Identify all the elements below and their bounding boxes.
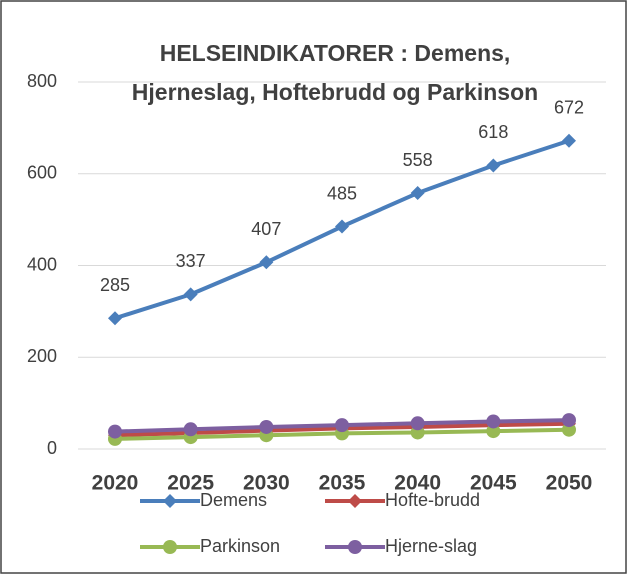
data-point [562, 422, 576, 437]
legend-label: Demens [200, 490, 267, 510]
x-tick-label: 2050 [546, 472, 593, 495]
legend-marker [163, 494, 177, 508]
legend-marker [348, 494, 362, 508]
legend-label: Parkinson [200, 536, 280, 556]
y-tick-label: 200 [27, 346, 57, 366]
y-tick-label: 400 [27, 254, 57, 274]
data-point [335, 219, 349, 234]
x-tick-label: 2025 [167, 472, 214, 495]
data-point [335, 418, 349, 433]
data-label: 672 [554, 97, 584, 117]
data-label: 337 [176, 251, 206, 271]
data-point [410, 416, 425, 431]
x-tick-label: 2040 [394, 472, 441, 495]
data-label: 485 [327, 183, 357, 203]
legend-marker [348, 540, 362, 554]
x-tick-label: 2035 [319, 472, 366, 495]
data-point [562, 133, 576, 148]
data-label: 285 [100, 275, 130, 295]
legend-label: Hofte-brudd [385, 490, 480, 510]
data-point [183, 287, 198, 302]
legend-marker [163, 540, 177, 554]
x-tick-label: 2030 [243, 472, 290, 495]
y-tick-label: 600 [27, 163, 57, 183]
legend-label: Hjerne-slag [385, 536, 477, 556]
data-point [562, 413, 576, 428]
data-point [183, 422, 198, 437]
data-label: 407 [251, 219, 281, 239]
data-label: 618 [478, 122, 508, 142]
y-tick-label: 0 [47, 438, 57, 458]
data-point [486, 414, 501, 429]
data-point [259, 255, 274, 270]
data-point [486, 424, 501, 439]
x-tick-label: 2020 [92, 472, 139, 495]
data-label: 558 [403, 150, 433, 170]
data-point [486, 158, 501, 173]
data-point [259, 419, 274, 434]
data-point [410, 186, 425, 201]
y-tick-label: 800 [27, 71, 57, 91]
chart-title: HELSEINDIKATORER : Demens, Hjerneslag, H… [131, 40, 539, 105]
data-point [108, 424, 122, 439]
data-point [108, 311, 122, 326]
x-tick-label: 2045 [470, 472, 517, 495]
